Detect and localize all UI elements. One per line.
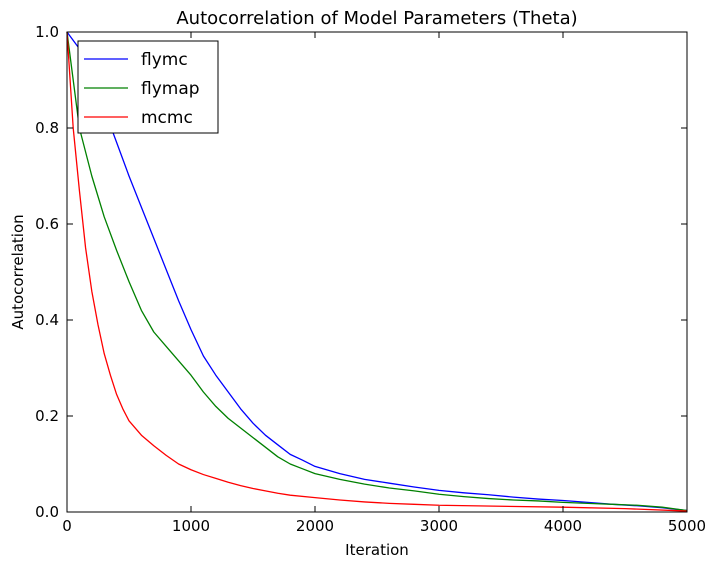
series-layer bbox=[66, 31, 688, 512]
series-line-mcmc bbox=[66, 31, 688, 512]
x-tick-label: 5000 bbox=[668, 517, 706, 535]
x-axis-title: Iteration bbox=[345, 541, 409, 559]
x-tick-label: 1000 bbox=[172, 517, 210, 535]
y-tick-label: 0.0 bbox=[35, 503, 59, 521]
y-tick-label: 1.0 bbox=[35, 23, 59, 41]
legend-box bbox=[77, 40, 219, 134]
y-tick-label: 0.4 bbox=[35, 311, 59, 329]
series-line-flymap bbox=[66, 31, 688, 512]
ticks-layer: 0 1000 2000 3000 4000 5000 0.0 0.2 0.4 0.6 0.8 1.0 bbox=[35, 23, 706, 535]
x-tick-label: 0 bbox=[62, 517, 72, 535]
chart-title: Autocorrelation of Model Parameters (The… bbox=[176, 8, 577, 29]
y-axis-title: Autocorrelation bbox=[9, 214, 27, 329]
legend-label-flymap: flymap bbox=[141, 79, 200, 99]
plot-frame bbox=[66, 31, 688, 513]
x-tick-label: 4000 bbox=[544, 517, 582, 535]
legend-label-flymc: flymc bbox=[141, 50, 188, 70]
y-tick-label: 0.2 bbox=[35, 407, 59, 425]
y-tick-label: 0.6 bbox=[35, 215, 59, 233]
x-tick-label: 3000 bbox=[420, 517, 458, 535]
x-tick-label: 2000 bbox=[296, 517, 334, 535]
y-tick-label: 0.8 bbox=[35, 119, 59, 137]
legend-label-mcmc: mcmc bbox=[141, 108, 193, 128]
series-line-flymc bbox=[66, 31, 688, 512]
legend: flymc flymap mcmc bbox=[77, 40, 219, 134]
